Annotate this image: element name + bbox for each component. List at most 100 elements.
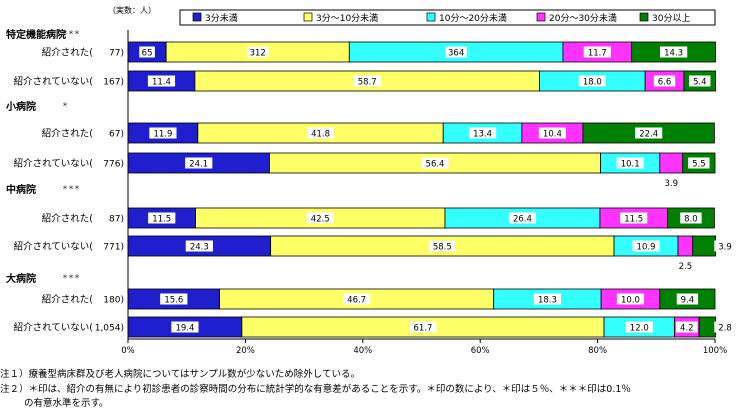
- data-label: 15.6: [164, 296, 183, 306]
- data-label-bg: [714, 321, 736, 333]
- row-label: 紹介された(: [42, 213, 93, 225]
- data-label-bg: [421, 157, 449, 169]
- row-n: 167): [103, 78, 124, 88]
- data-label-bg: [676, 321, 698, 333]
- data-label-bg: [578, 75, 606, 87]
- data-label: 11.5: [152, 215, 171, 225]
- x-tick-label: 80%: [588, 346, 607, 356]
- data-label: 312: [250, 49, 266, 59]
- group-title: 大病院: [6, 272, 36, 285]
- legend: 3分未満 3分～10分未満 10分～20分未満 20分～30分未満 30分以上: [179, 9, 716, 26]
- data-label: 65: [142, 49, 153, 59]
- data-label: 26.4: [513, 215, 532, 225]
- significance-mark: ＊＊＊: [62, 185, 80, 192]
- data-label: 5.4: [693, 78, 707, 88]
- legend-box: [179, 9, 716, 26]
- data-label-bg: [409, 321, 437, 333]
- data-label: 8.0: [684, 215, 698, 225]
- group-title: 中病院: [6, 183, 36, 196]
- data-label-bg: [625, 321, 653, 333]
- row-label: 紹介された(: [42, 47, 93, 59]
- data-label: 14.3: [664, 49, 683, 59]
- row-label: 紹介されていない(: [14, 158, 93, 170]
- data-label-bg: [660, 177, 682, 188]
- data-label: 13.4: [473, 130, 492, 140]
- data-label: 46.7: [347, 296, 366, 306]
- data-label: 4.2: [680, 324, 694, 334]
- data-label-bg: [538, 127, 567, 139]
- row-n: 1,054): [95, 324, 124, 334]
- data-label: 58.5: [433, 243, 452, 253]
- note-1: 注１）療養型病床群及び老人病院についてはサンプル数が少ないため除外している。: [0, 369, 360, 380]
- data-label: 2.5: [679, 262, 693, 272]
- significance-mark: ＊＊＊: [62, 274, 80, 281]
- significance-mark: ＊: [62, 102, 68, 109]
- data-label-bg: [149, 127, 177, 139]
- data-label: 24.3: [190, 243, 209, 253]
- bar-segment: [692, 235, 716, 257]
- row-n: 67): [109, 130, 124, 140]
- bar-segment: [698, 316, 716, 338]
- legend-swatch: [426, 12, 436, 22]
- data-label: 10.0: [621, 296, 640, 306]
- legend-label: 3分未満: [205, 12, 238, 24]
- data-label-bg: [306, 127, 335, 139]
- data-label: 24.1: [189, 160, 208, 170]
- x-tick-label: 100%: [703, 346, 727, 356]
- row-label: 紹介されていない(: [14, 76, 93, 88]
- row-n: 180): [103, 296, 124, 306]
- data-label-bg: [680, 212, 702, 224]
- note-3: の有意水準を示す。: [24, 398, 109, 409]
- data-label: 11.7: [588, 49, 607, 59]
- data-label-bg: [616, 157, 644, 169]
- significance-mark: ＊＊＊: [62, 30, 80, 37]
- x-tick-label: 0%: [121, 346, 135, 356]
- data-label-bg: [533, 293, 562, 305]
- legend-swatch: [536, 12, 546, 22]
- group-title: 特定機能病院: [6, 28, 66, 41]
- data-label-bg: [139, 46, 155, 58]
- legend-label: 10分～20分未満: [439, 12, 507, 24]
- data-label: 12.0: [630, 324, 649, 334]
- row-label: 紹介された(: [42, 128, 93, 140]
- data-label-bg: [353, 75, 381, 87]
- data-label-bg: [147, 75, 176, 87]
- data-label-bg: [171, 321, 199, 333]
- data-label-bg: [185, 240, 213, 252]
- bar-segment: [659, 152, 684, 174]
- row-n: 776): [103, 160, 124, 170]
- data-label: 11.5: [624, 215, 643, 225]
- plot-area: 特定機能病院＊＊＊紹介された(77) 65 312 364 11.7 14.3紹介されてい…: [5, 28, 736, 338]
- row-label: 紹介された(: [42, 294, 93, 306]
- data-label-bg: [653, 75, 676, 87]
- data-label: 364: [448, 49, 464, 59]
- data-label: 11.4: [152, 78, 171, 88]
- data-label: 6.6: [658, 78, 672, 88]
- data-label: 41.8: [311, 130, 330, 140]
- data-label-bg: [428, 240, 456, 252]
- data-label: 9.4: [681, 296, 695, 306]
- data-label: 3.9: [718, 243, 732, 253]
- data-label: 56.4: [426, 160, 445, 170]
- data-label-bg: [468, 127, 497, 139]
- unit-label: （実数：人）: [108, 5, 156, 15]
- row-n: 77): [109, 49, 124, 59]
- x-axis: 0% 20% 40% 60% 80% 100%: [121, 30, 727, 356]
- row-n: 771): [103, 243, 124, 253]
- data-label-bg: [688, 157, 710, 169]
- data-label: 2.8: [718, 324, 732, 334]
- legend-label: 3分～10分未満: [316, 12, 378, 24]
- data-label: 3.9: [665, 179, 679, 189]
- data-label: 5.5: [692, 160, 706, 170]
- data-label: 61.7: [413, 324, 432, 334]
- row-label: 紹介されていない(: [14, 322, 93, 334]
- row-n: 87): [109, 215, 124, 225]
- data-label-bg: [674, 260, 697, 271]
- row-label: 紹介されていない(: [14, 241, 93, 253]
- data-label-bg: [635, 127, 663, 139]
- legend-label: 20分～30分未満: [549, 12, 617, 24]
- x-tick-label: 20%: [236, 346, 255, 356]
- data-label: 10.9: [637, 243, 656, 253]
- data-label-bg: [343, 293, 371, 305]
